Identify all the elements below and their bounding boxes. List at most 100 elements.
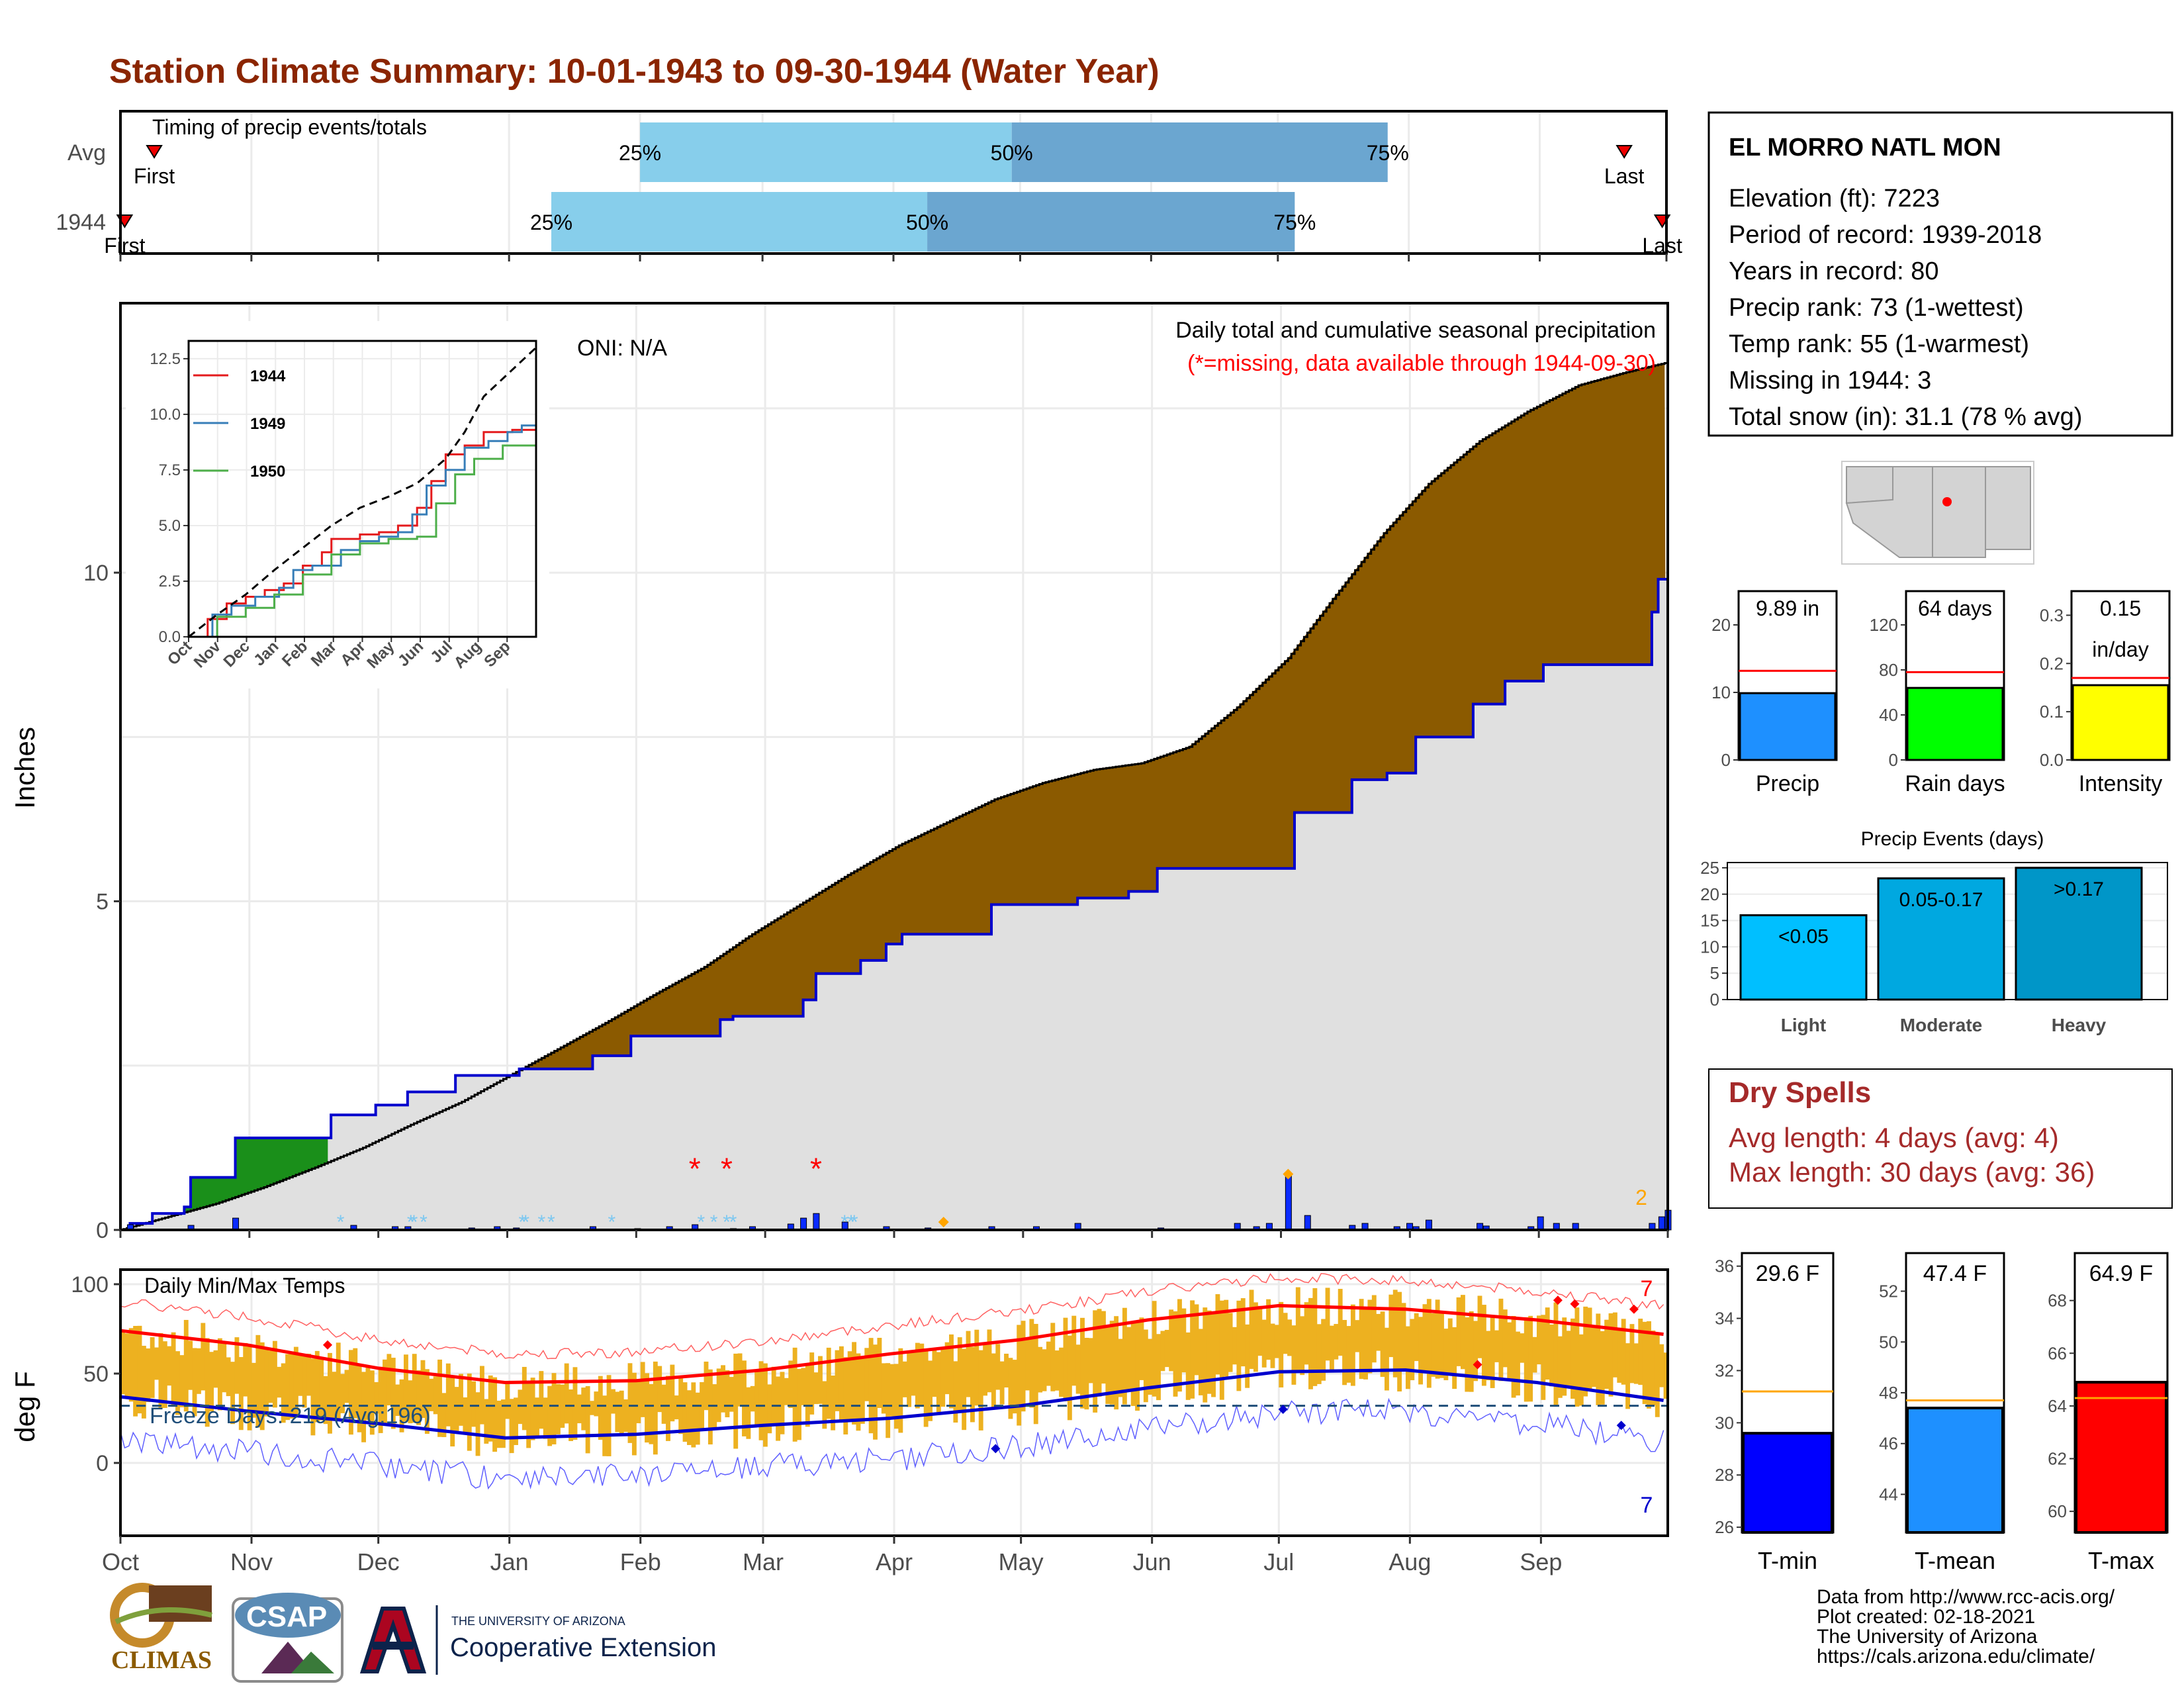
- daily-temp-bar: [716, 1368, 721, 1423]
- daily-temp-bar: [344, 1370, 349, 1403]
- daily-temp-bar: [424, 1369, 430, 1434]
- station-line: Period of record: 1939-2018: [1729, 221, 2042, 249]
- inset-series-line: [188, 347, 537, 638]
- daily-temp-bar: [226, 1357, 231, 1397]
- daily-temp-bar: [737, 1353, 743, 1407]
- daily-temp-bar: [1308, 1297, 1313, 1389]
- mini-chart-unit: in/day: [2092, 637, 2148, 661]
- daily-temp-bar: [881, 1363, 886, 1414]
- record-max-line: [120, 1273, 1664, 1360]
- daily-temp-bar: [496, 1400, 502, 1448]
- daily-temp-bar: [780, 1372, 785, 1434]
- daily-temp-bar: [251, 1362, 256, 1418]
- credits: Data from http://www.rcc-acis.org/ Plot …: [1817, 1586, 2115, 1667]
- daily-temp-bar: [1633, 1343, 1639, 1384]
- daily-precip-bar: [1285, 1174, 1292, 1231]
- daily-temp-bar: [1397, 1291, 1402, 1392]
- daily-temp-bar: [387, 1354, 392, 1406]
- average-cumulative-line: [120, 362, 1669, 1231]
- temp-summary-bar: [2075, 1381, 2167, 1534]
- mini-chart-bar: [2071, 684, 2169, 761]
- daily-temp-bar: [1359, 1299, 1364, 1380]
- climas-logo: CLIMAS: [110, 1583, 212, 1674]
- temp-extreme-marker: [1629, 1304, 1639, 1314]
- daily-temp-bar: [150, 1337, 155, 1398]
- daily-temp-bar: [1334, 1324, 1339, 1360]
- daily-temp-bar: [847, 1351, 852, 1419]
- daily-temp-bar: [1422, 1304, 1428, 1372]
- daily-temp-bar: [1270, 1323, 1275, 1368]
- daily-temp-bar: [205, 1338, 210, 1427]
- figure-title: Station Climate Summary: 10-01-1943 to 0…: [109, 52, 1160, 91]
- events-bar-label: <0.05: [1778, 926, 1829, 948]
- observed-cumulative-area: [120, 573, 1668, 1230]
- daily-temp-bar: [175, 1351, 180, 1415]
- daily-temp-bar: [128, 1328, 134, 1402]
- daily-temp-bar: [526, 1383, 531, 1448]
- daily-temp-bar: [445, 1363, 451, 1427]
- daily-precip-bar: [813, 1213, 820, 1231]
- daily-temp-bar: [238, 1357, 244, 1430]
- daily-temp-bar: [1342, 1320, 1347, 1385]
- daily-temp-bar: [902, 1361, 907, 1397]
- daily-temp-bar: [627, 1363, 633, 1443]
- daily-temp-bar: [682, 1382, 688, 1442]
- daily-temp-bar: [886, 1363, 891, 1438]
- inset-y-tick-label: 7.5: [159, 461, 181, 479]
- daily-temp-bar: [843, 1357, 848, 1434]
- temp-extreme-marker: [1278, 1405, 1288, 1414]
- daily-temp-bar: [158, 1333, 163, 1409]
- temp-y-tick-label: 0: [96, 1451, 109, 1476]
- daily-precip-bar: [1304, 1215, 1311, 1231]
- daily-temp-bar: [860, 1358, 865, 1424]
- y-tick-label: 0: [96, 1218, 109, 1243]
- daily-temp-bar: [957, 1337, 962, 1413]
- daily-temp-bar: [1355, 1320, 1360, 1352]
- daily-temp-bar: [500, 1399, 506, 1448]
- temp-bar-y-tick: 66: [2048, 1343, 2067, 1363]
- daily-temp-bar: [1105, 1326, 1111, 1404]
- inset-legend-label: 1950: [250, 463, 285, 481]
- daily-temp-bar: [213, 1350, 218, 1388]
- daily-temp-bar: [1655, 1334, 1660, 1417]
- daily-temp-bar: [1380, 1311, 1385, 1378]
- daily-temp-bar: [602, 1395, 608, 1456]
- daily-temp-bar: [1084, 1337, 1089, 1410]
- daily-temp-bar: [535, 1397, 539, 1438]
- daily-precip-bar: [1425, 1219, 1432, 1231]
- daily-temp-bar: [1562, 1317, 1567, 1396]
- inset-frame: [187, 340, 537, 638]
- mini-chart-y-tick: 0.3: [2040, 605, 2064, 625]
- csap-logo: CSAP: [232, 1593, 343, 1683]
- daily-temp-bar: [792, 1347, 797, 1442]
- daily-temp-bar: [539, 1371, 544, 1429]
- daily-temp-bar: [336, 1342, 341, 1419]
- mini-chart-y-tick: 0.2: [2040, 653, 2064, 673]
- month-tick-label: Nov: [230, 1548, 273, 1575]
- daily-temp-bar: [898, 1348, 903, 1433]
- daily-temp-bar: [479, 1366, 484, 1425]
- daily-temp-bar: [729, 1377, 734, 1412]
- daily-temp-bar: [1211, 1313, 1216, 1397]
- daily-temp-bar: [1042, 1349, 1047, 1391]
- daily-temp-bar: [1295, 1287, 1300, 1371]
- temp-y-tick-label: 50: [83, 1362, 109, 1387]
- daily-temp-bar: [1346, 1326, 1351, 1383]
- daily-temp-bar: [1173, 1311, 1178, 1397]
- daily-temp-bar: [399, 1379, 404, 1432]
- station-line: Total snow (in): 31.1 (78 % avg): [1729, 403, 2082, 431]
- daily-temp-bar: [154, 1347, 159, 1380]
- temp-bar-y-tick: 28: [1715, 1465, 1734, 1485]
- daily-temp-bar: [1520, 1333, 1525, 1363]
- month-tick-label: Mar: [743, 1548, 784, 1575]
- daily-temp-bar: [518, 1389, 523, 1425]
- daily-temp-bar: [1008, 1358, 1013, 1419]
- daily-temp-bar: [1663, 1352, 1668, 1399]
- daily-temp-bar: [746, 1387, 751, 1439]
- daily-temp-bar: [1371, 1295, 1377, 1363]
- daily-temp-bar: [645, 1373, 649, 1443]
- daily-temp-bar: [1304, 1302, 1309, 1365]
- temp-bar-y-tick: 34: [1715, 1309, 1734, 1329]
- extreme-day-marker: [1283, 1168, 1294, 1180]
